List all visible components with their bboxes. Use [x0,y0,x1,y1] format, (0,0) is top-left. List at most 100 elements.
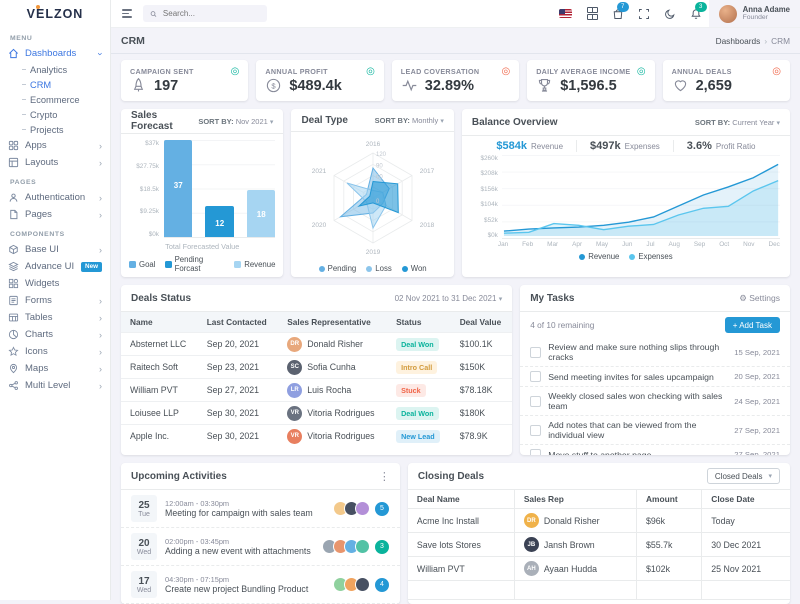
svg-text:120: 120 [376,152,387,158]
dark-mode-button[interactable] [657,0,683,27]
chevron-down-icon: ▾ [269,118,274,126]
sidebar-item-tables[interactable]: Tables › [0,309,110,326]
avatar: SC [287,359,303,375]
date-range-dropdown[interactable]: 02 Nov 2021 to 31 Dec 2021 ▾ [394,293,503,303]
sidebar-item-pages[interactable]: Pages › [0,206,110,223]
sidebar-item-advance-ui[interactable]: Advance UI New [0,258,110,275]
kebab-menu-icon[interactable]: ⋮ [378,470,390,483]
x-axis-tick: Nov [743,241,755,248]
table-row [407,580,790,600]
sidebar-item-analytics[interactable]: Analytics [0,62,110,77]
breadcrumb-separator: › [764,35,768,46]
brand-logo[interactable]: VELZON [0,0,110,27]
stat-value: 197 [154,77,179,94]
notifications-button[interactable]: 3 [683,0,709,27]
legend-loss[interactable]: Loss [366,264,392,273]
chevron-down-icon: ▾ [498,295,503,303]
closing-deals-filter-select[interactable]: Closed Deals ▾ [706,468,780,484]
sidebar-item-crypto[interactable]: Crypto [0,107,110,122]
y-axis-tick: $104k [480,201,498,209]
status-badge: Intro Call [396,361,438,374]
x-axis: Jan Feb Mar Apr May Jun Jul Aug Sep Oct Nov Dec [498,239,780,248]
svg-text:60: 60 [376,175,383,181]
activity-title[interactable]: Create new project Bundling Product [165,584,309,594]
user-menu[interactable]: Anna Adame Founder [708,0,800,27]
task-checkbox[interactable] [530,346,542,358]
legend-swatch [165,260,172,268]
sidebar-item-multi-level[interactable]: Multi Level › [0,377,110,394]
cart-button[interactable]: 7 [605,0,631,27]
sidebar-item-dashboards[interactable]: Dashboards › [0,45,110,62]
table-row: Loiusee LLP Sep 30, 2021 VR Vitoria Rodri… [121,401,513,425]
avatar: VR [287,405,303,421]
hamburger-menu-icon[interactable] [119,6,135,21]
brand-logo-text: VELZON [26,6,84,21]
sidebar-item-layouts[interactable]: Layouts › [0,154,110,171]
sidebar-item-charts[interactable]: Charts › [0,326,110,343]
legend-swatch [234,260,242,268]
legend-revenue[interactable]: Revenue [579,252,619,261]
home-icon [8,48,19,59]
col-amount: Amount [635,490,703,509]
language-flag-button[interactable] [553,0,579,27]
search-input[interactable] [160,8,260,19]
chart-legend: Pending Loss Won [318,264,427,273]
add-task-button[interactable]: + Add Task [724,317,780,333]
col-deal-value: Deal Value [450,312,513,333]
legend-pending[interactable]: Pending [318,264,356,273]
file-icon [8,209,19,220]
sidebar-item-forms[interactable]: Forms › [0,292,110,309]
activity-title[interactable]: Meeting for campaign with sales team [165,508,313,518]
x-axis-tick: Jun [622,241,633,248]
widgets-icon [8,278,19,289]
tasks-settings-button[interactable]: ⚙ Settings [739,292,780,303]
sidebar-item-base-ui[interactable]: Base UI › [0,241,110,258]
legend-expenses[interactable]: Expenses [629,252,673,261]
sales-forecast-sort-dropdown[interactable]: SORT BY: Nov 2021 ▾ [198,116,274,126]
task-checkbox[interactable] [530,371,542,382]
sidebar-item-ecommerce[interactable]: Ecommerce [0,92,110,107]
deal-type-sort-dropdown[interactable]: SORT BY: Monthly ▾ [374,115,444,125]
chevron-right-icon: › [99,209,102,220]
apps-icon [8,140,19,151]
deal-type-radar-chart: 2016 2017 2018 2019 2020 2021 0 60 90 120 Pending… [291,132,453,277]
sidebar-item-authentication[interactable]: Authentication › [0,189,110,206]
legend-goal[interactable]: Goal [129,260,155,269]
legend-revenue[interactable]: Revenue [234,260,275,269]
sidebar-item-maps[interactable]: Maps › [0,360,110,377]
task-item: Add notes that can be viewed from the in… [520,416,790,445]
svg-text:2018: 2018 [419,222,434,229]
sidebar-item-widgets[interactable]: Widgets [0,275,110,292]
sidebar-item-icons[interactable]: Icons › [0,343,110,360]
task-item: Weekly closed sales won checking with sa… [520,387,790,416]
notifications-badge: 3 [694,2,707,12]
x-axis-tick: Jul [646,241,655,248]
sidebar-item-apps[interactable]: Apps › [0,137,110,154]
bar-pending-forcast: 12 [205,205,234,237]
activity-title[interactable]: Adding a new event with attachments [165,546,311,556]
stat-value: 2,659 [695,77,732,94]
fullscreen-button[interactable] [631,0,657,27]
stat-label: ANNUAL PROFIT [265,67,328,76]
task-checkbox[interactable] [530,395,542,407]
legend-won[interactable]: Won [401,264,427,273]
breadcrumb-dashboards[interactable]: Dashboards [715,35,761,46]
apps-grid-button[interactable] [579,0,605,27]
nav-section-menu-label: MENU [10,35,33,42]
revenue-stat: $584k Revenue [496,140,564,152]
col-last-contacted: Last Contacted [197,312,279,333]
task-checkbox[interactable] [530,424,542,436]
sidebar-item-crm[interactable]: CRM [0,77,110,92]
upcoming-activities-card: Upcoming Activities ⋮ 25 Tue 12:00am - 03… [121,463,400,604]
legend-pending-forcast[interactable]: Pending Forcast [165,255,224,273]
main-area: 7 3 Anna Adame Founder [111,0,800,604]
chevron-right-icon: › [99,329,102,340]
table-header-row: Deal Name Sales Rep Amount Close Date [407,490,790,509]
x-axis-label: Total Forecasted Value [165,242,240,251]
col-close-date: Close Date [701,490,790,509]
task-checkbox[interactable] [530,449,542,455]
balance-overview-sort-dropdown[interactable]: SORT BY: Current Year ▾ [694,117,780,127]
legend-dot [318,265,325,272]
sidebar-item-projects[interactable]: Projects [0,122,110,137]
y-axis-tick: $0k [487,231,498,239]
